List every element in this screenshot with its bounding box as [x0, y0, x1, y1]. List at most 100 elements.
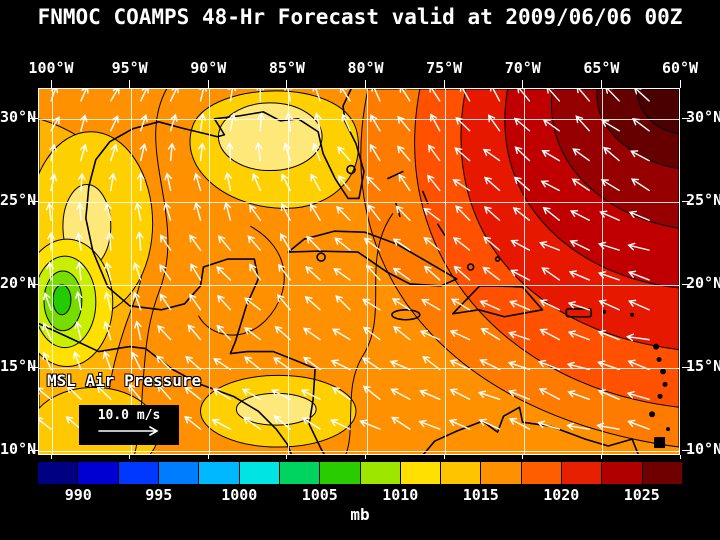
wind-arrow: [163, 202, 172, 221]
wind-arrow: [43, 292, 52, 311]
wind-arrow: [359, 419, 381, 430]
coastline-south-america: [423, 406, 639, 454]
colorbar: [38, 462, 682, 484]
tick-mark: [365, 80, 366, 88]
wind-arrow: [602, 146, 620, 162]
lat-label: 30°N: [686, 108, 720, 126]
wind-arrow: [541, 150, 561, 162]
grid-line: [39, 368, 679, 369]
tick-mark: [443, 455, 445, 459]
wind-arrow: [452, 179, 471, 192]
wind-arrow: [390, 388, 411, 400]
coastline-jamaica: [391, 308, 421, 321]
wind-arrow: [312, 142, 321, 162]
wind-arrow: [284, 89, 292, 102]
wind-arrow: [542, 118, 561, 132]
colorbar-tick-label: 1010: [382, 486, 419, 504]
wind-arrow: [106, 231, 114, 251]
colorbar-unit: mb: [350, 505, 370, 524]
wind-arrow: [281, 173, 291, 192]
tick-mark: [682, 449, 690, 451]
wind-arrow: [276, 294, 291, 311]
wind-arrow: [197, 142, 206, 162]
lake-okeechobee: [346, 164, 356, 175]
wind-arrow: [45, 202, 54, 221]
lat-label: 10°N: [686, 440, 720, 458]
wind-arrow: [104, 261, 112, 281]
wind-arrow: [184, 386, 202, 400]
coastline-us-gulf-florida: [88, 89, 365, 200]
wind-arrow: [331, 387, 351, 400]
wind-arrow: [363, 237, 381, 251]
grid-line: [523, 89, 525, 454]
wind-arrow: [510, 239, 531, 251]
wind-arrow: [575, 115, 590, 132]
colorbar-segment: [77, 462, 118, 484]
wind-arrow: [42, 322, 52, 341]
wind-arrow: [139, 89, 149, 102]
wind-arrow: [189, 293, 202, 311]
wind-arrow: [567, 390, 590, 400]
wind-arrow: [193, 201, 202, 221]
tick-mark: [286, 455, 288, 459]
wind-arrow: [483, 236, 501, 251]
wind-arrow: [513, 176, 531, 192]
colorbar-tick-label: 990: [64, 486, 92, 504]
colorbar-segment: [117, 462, 158, 484]
wind-arrow: [185, 355, 202, 371]
wind-arrow: [483, 176, 501, 192]
wind-arrow: [79, 114, 88, 132]
tick-mark: [679, 455, 681, 459]
tick-mark: [30, 449, 38, 451]
wind-arrow: [537, 420, 561, 430]
wind-arrow: [454, 147, 471, 162]
wind-arrow: [42, 351, 52, 371]
lon-label: 100°W: [28, 59, 74, 77]
wind-arrow: [371, 89, 381, 102]
coastline-cuba: [287, 230, 458, 287]
wind-scale-arrow: [98, 426, 159, 436]
wind-arrow: [169, 113, 178, 132]
colorbar-tick-label: 1025: [623, 486, 660, 504]
coastlines: [39, 89, 639, 454]
wind-arrow: [244, 297, 262, 311]
wind-arrow: [213, 358, 232, 371]
wind-arrow: [131, 351, 142, 371]
wind-arrow: [399, 89, 411, 102]
wind-arrow: [272, 357, 291, 371]
lon-label: 70°W: [504, 59, 541, 77]
wind-arrow: [228, 89, 237, 102]
wind-arrow: [632, 118, 650, 132]
tick-mark: [682, 366, 690, 368]
grid-line: [39, 451, 679, 452]
wind-arrow: [370, 114, 381, 132]
wind-arrow: [103, 321, 112, 341]
wind-arrow: [271, 389, 291, 400]
lon-label: 60°W: [661, 59, 699, 77]
wind-arrow: [72, 351, 82, 371]
colorbar-segment: [440, 462, 481, 484]
wind-arrow: [139, 113, 148, 132]
wind-arrow: [244, 356, 262, 371]
wind-arrow: [477, 390, 501, 400]
wind-arrow: [159, 264, 172, 281]
lon-label: 95°W: [111, 59, 148, 77]
wind-arrow: [628, 210, 650, 221]
wind-arrow: [74, 291, 83, 311]
wind-arrow: [362, 385, 381, 400]
wind-arrow: [419, 389, 441, 400]
wind-arrow: [418, 419, 441, 430]
wind-arrow: [335, 295, 351, 311]
island-dot: [494, 256, 501, 262]
wind-arrow: [80, 89, 89, 102]
wind-arrow: [489, 89, 501, 102]
wind-arrow: [80, 143, 88, 162]
wind-arrow: [301, 417, 321, 430]
tick-mark: [30, 283, 38, 285]
wind-arrow: [597, 389, 620, 400]
colorbar-segment: [561, 462, 602, 484]
lat-label: 20°N: [686, 274, 720, 292]
wind-arrow: [156, 355, 172, 371]
wind-arrow: [598, 299, 620, 311]
wind-vector-layer: [39, 89, 650, 431]
